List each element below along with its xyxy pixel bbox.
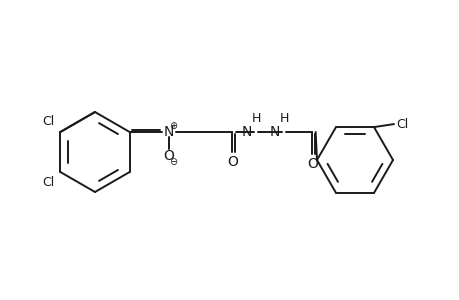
- Text: Cl: Cl: [42, 176, 54, 189]
- Text: Cl: Cl: [395, 118, 408, 130]
- Text: N: N: [163, 125, 174, 139]
- Text: ⊕: ⊕: [169, 121, 177, 131]
- Text: N: N: [241, 125, 251, 139]
- Text: Cl: Cl: [42, 115, 54, 128]
- Text: O: O: [227, 155, 238, 169]
- Text: N: N: [269, 125, 279, 139]
- Text: H: H: [280, 112, 289, 125]
- Text: ⊖: ⊖: [169, 157, 177, 167]
- Text: O: O: [163, 149, 174, 163]
- Text: H: H: [252, 112, 261, 125]
- Text: O: O: [307, 157, 318, 171]
